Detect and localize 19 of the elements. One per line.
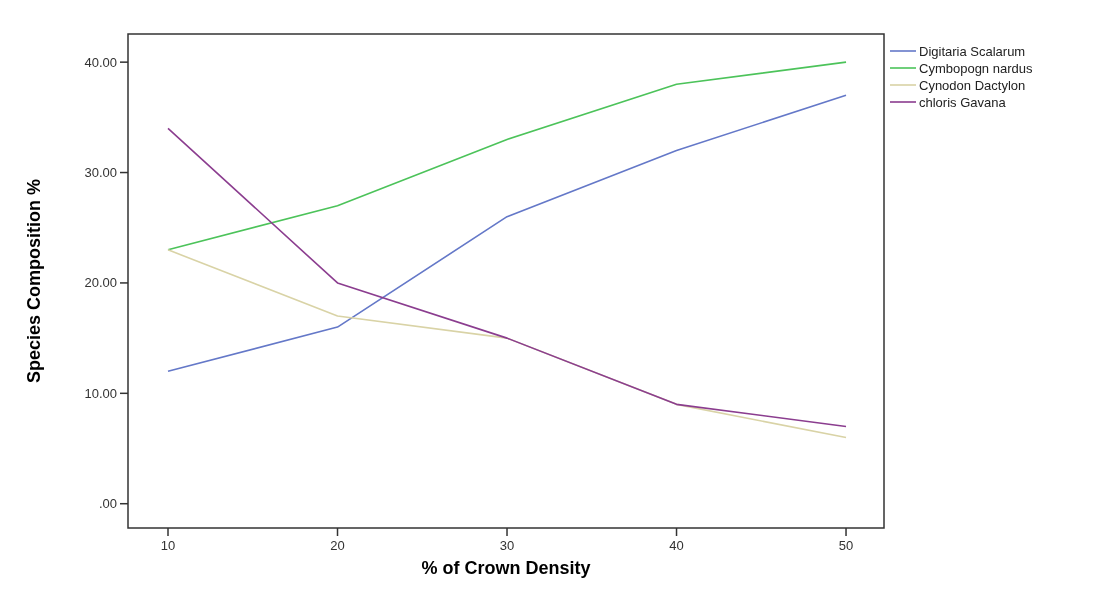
- y-tick-label: 10.00: [84, 385, 117, 401]
- x-tick-label: 30: [499, 538, 515, 553]
- x-tick-label: 10: [160, 538, 176, 553]
- x-axis-title: % of Crown Density: [421, 558, 591, 578]
- legend-label: Cynodon Dactylon: [919, 77, 1026, 93]
- x-tick-label: 20: [330, 538, 345, 553]
- x-tick-label: 50: [838, 538, 854, 553]
- y-tick-label: 30.00: [84, 165, 117, 181]
- x-tick-label: 40: [669, 538, 684, 553]
- line-series: [167, 94, 847, 373]
- line-series: [167, 127, 847, 428]
- line-series: [167, 61, 847, 251]
- y-axis-title: Species Composition %: [24, 178, 44, 384]
- y-tick-label: 20.00: [84, 275, 117, 291]
- legend-label: chloris Gavana: [919, 94, 1007, 110]
- legend-label: Cymbopogn nardus: [919, 60, 1033, 76]
- y-tick-label: 40.00: [84, 54, 117, 70]
- legend-label: Digitaria Scalarum: [919, 43, 1026, 59]
- y-tick-label: .00: [98, 496, 117, 512]
